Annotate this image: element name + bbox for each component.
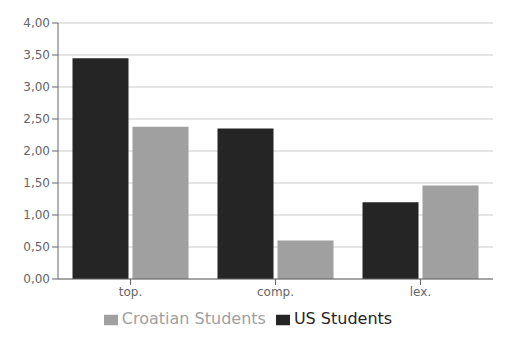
html-text:US Students: US Students: [293, 309, 393, 328]
svg-text:3,00: 3,00: [23, 80, 50, 94]
svg-text:top.: top.: [119, 285, 142, 299]
svg-text:1,50: 1,50: [23, 176, 50, 190]
svg-text:2,00: 2,00: [23, 144, 50, 158]
svg-text:2,50: 2,50: [23, 112, 50, 126]
svg-text:1,00: 1,00: [23, 208, 50, 222]
svg-text:comp.: comp.: [257, 285, 294, 299]
svg-text:0,50: 0,50: [23, 240, 50, 254]
svg-text:lex.: lex.: [410, 285, 431, 299]
svg-text:0,00: 0,00: [23, 272, 50, 286]
html-text:Croatian Students: Croatian Students: [121, 309, 266, 328]
svg-text:4,00: 4,00: [23, 16, 50, 30]
svg-text:3,50: 3,50: [23, 48, 50, 62]
